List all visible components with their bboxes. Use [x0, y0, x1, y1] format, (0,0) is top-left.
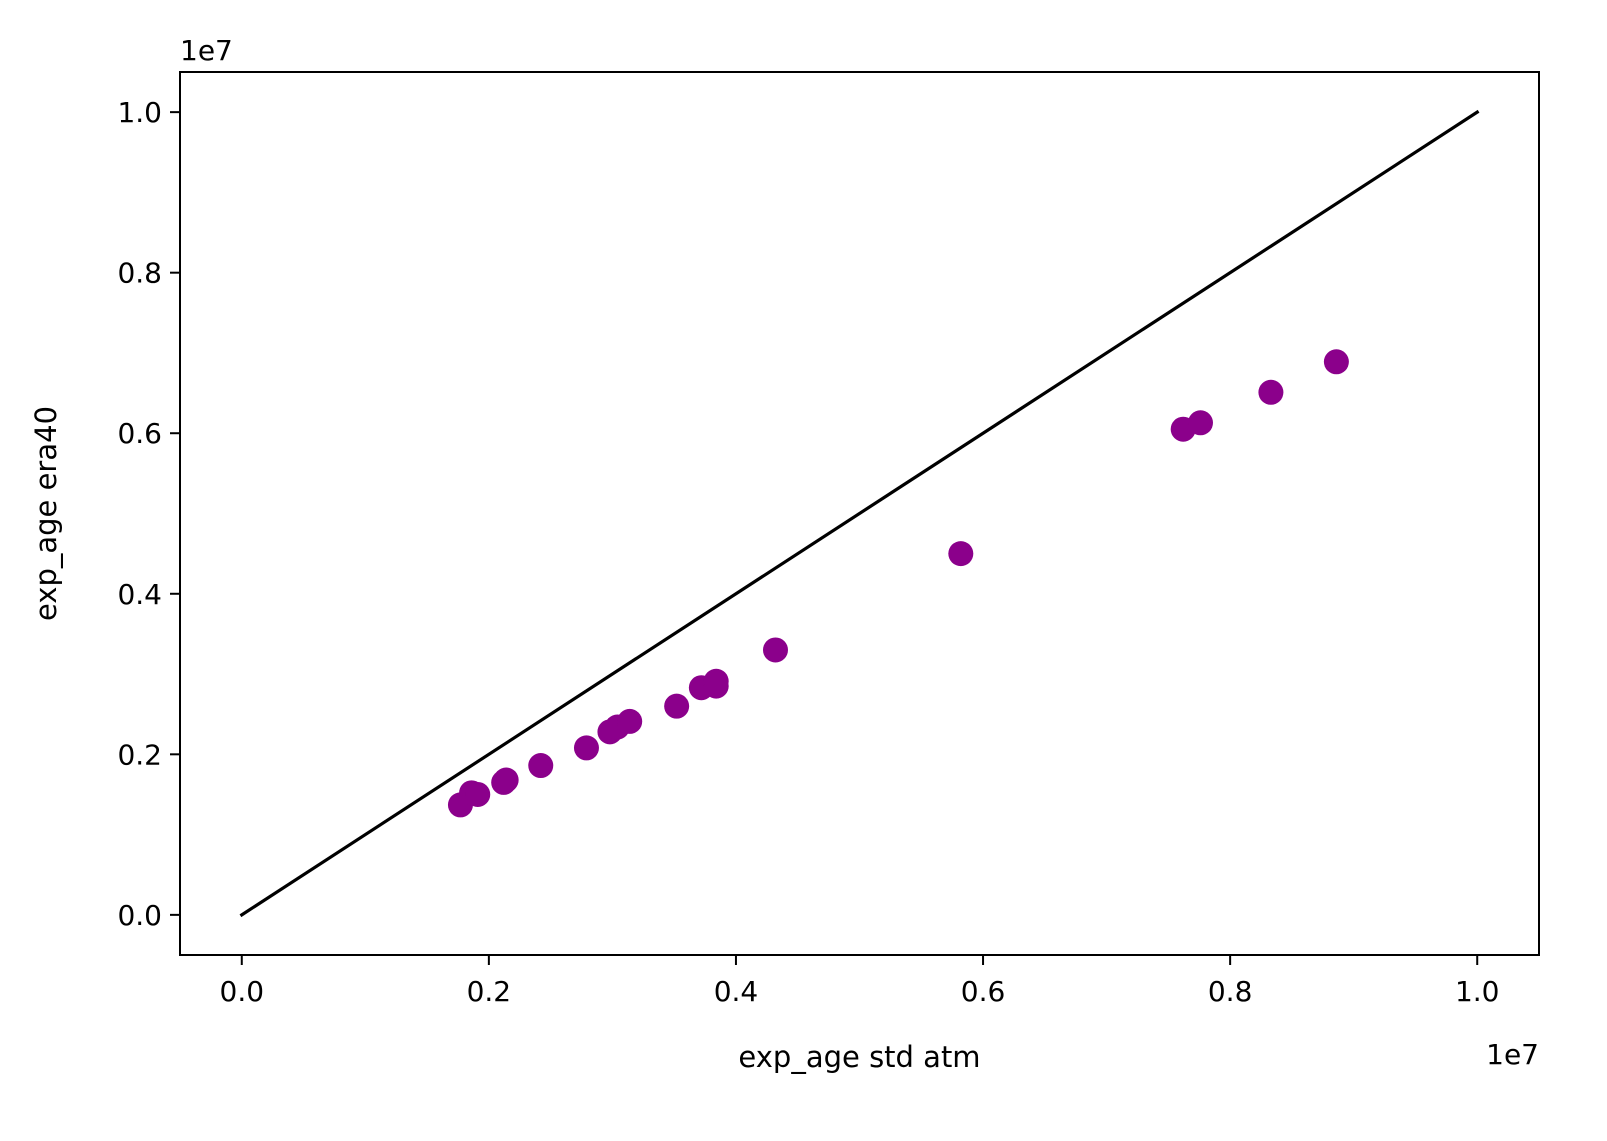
y-tick-label: 0.8: [117, 257, 162, 290]
x-tick-label: 0.8: [1208, 975, 1253, 1008]
y-tick-label: 0.6: [117, 417, 162, 450]
scatter-point: [703, 668, 729, 694]
scatter-point: [573, 735, 599, 761]
x-tick-label: 0.0: [220, 975, 265, 1008]
scatter-point: [617, 708, 643, 734]
scatter-point: [1323, 349, 1349, 375]
scatter-point: [465, 781, 491, 807]
x-axis-label: exp_age std atm: [738, 1040, 980, 1074]
scatter-point: [528, 753, 554, 779]
y-tick-label: 1.0: [117, 96, 162, 129]
plot-area: 0.0 0.2 0.4 0.6 0.8 1.0 0.0 0.2 0.4 0.6 0.8 1.0: [117, 71, 1540, 1008]
x-tick-label: 0.2: [467, 975, 512, 1008]
y-tick-label: 0.4: [117, 578, 162, 611]
y-axis-label: exp_age era40: [29, 406, 63, 621]
y-axis-offset-label: 1e7: [180, 34, 233, 67]
x-tick-label: 0.4: [714, 975, 759, 1008]
x-tick-label: 0.6: [961, 975, 1006, 1008]
scatter-point: [948, 541, 974, 567]
scatter-point: [1187, 410, 1213, 436]
reference-line: [239, 109, 1480, 918]
scatter-point: [493, 767, 519, 793]
x-axis-offset-label: 1e7: [1486, 1038, 1539, 1071]
scatter-point: [1258, 379, 1284, 405]
x-tick-label: 1.0: [1455, 975, 1500, 1008]
y-tick-label: 0.2: [117, 738, 162, 771]
scatter-point: [762, 637, 788, 663]
scatter-point: [664, 693, 690, 719]
plot-frame: [179, 71, 1540, 956]
y-tick-label: 0.0: [117, 899, 162, 932]
